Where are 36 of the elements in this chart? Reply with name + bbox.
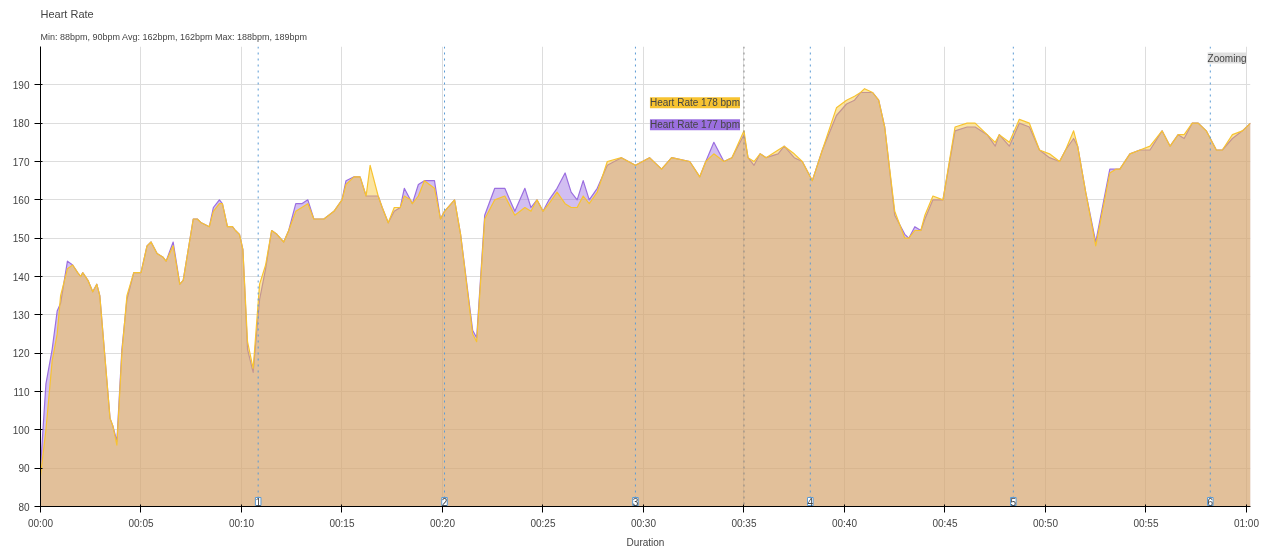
x-tick-label: 00:05 bbox=[128, 517, 154, 529]
annotation: 6 bbox=[1207, 496, 1214, 508]
annotation: 3 bbox=[632, 496, 639, 508]
annotation: Heart Rate 177 bpm bbox=[649, 119, 740, 131]
chart-title: Heart Rate bbox=[40, 7, 94, 20]
chart-subtitle: Min: 88bpm, 90bpm Avg: 162bpm, 162bpm Max: 188bpm, 189bpm bbox=[40, 31, 307, 42]
y-tick-label: 130 bbox=[12, 309, 30, 321]
x-tick-label: 00:50 bbox=[1032, 517, 1059, 529]
x-axis-title: Duration bbox=[626, 536, 665, 548]
y-tick-label: 150 bbox=[12, 233, 30, 245]
y-tick-label: 100 bbox=[12, 424, 30, 436]
annotation: 5 bbox=[1010, 496, 1017, 508]
y-tick-label: 90 bbox=[18, 463, 30, 475]
x-tick-label: 00:00 bbox=[27, 517, 54, 529]
annotation: 1 bbox=[255, 496, 262, 508]
x-tick-label: 00:45 bbox=[932, 517, 958, 529]
x-tick-label: 00:55 bbox=[1133, 517, 1159, 529]
x-tick-label: 00:35 bbox=[731, 517, 757, 529]
y-tick-label: 180 bbox=[12, 118, 30, 130]
y-tick-label: 190 bbox=[12, 79, 30, 91]
y-tick-label: 140 bbox=[12, 271, 30, 283]
y-tick-label: 80 bbox=[18, 501, 30, 513]
x-tick-label: 00:10 bbox=[228, 517, 255, 529]
y-tick-label: 120 bbox=[12, 348, 30, 360]
x-tick-label: 00:40 bbox=[831, 517, 858, 529]
x-tick-label: 00:15 bbox=[329, 517, 355, 529]
x-tick-label: 00:20 bbox=[429, 517, 456, 529]
x-tick-label: 01:00 bbox=[1233, 517, 1260, 529]
y-tick-label: 170 bbox=[12, 156, 30, 168]
y-tick-label: 110 bbox=[13, 386, 30, 398]
annotation: Zooming bbox=[1207, 52, 1247, 64]
y-tick-label: 160 bbox=[12, 194, 30, 206]
x-tick-label: 00:30 bbox=[630, 517, 657, 529]
x-tick-label: 00:25 bbox=[530, 517, 556, 529]
annotation: Heart Rate 178 bpm bbox=[649, 97, 740, 109]
annotation: 2 bbox=[441, 496, 448, 508]
